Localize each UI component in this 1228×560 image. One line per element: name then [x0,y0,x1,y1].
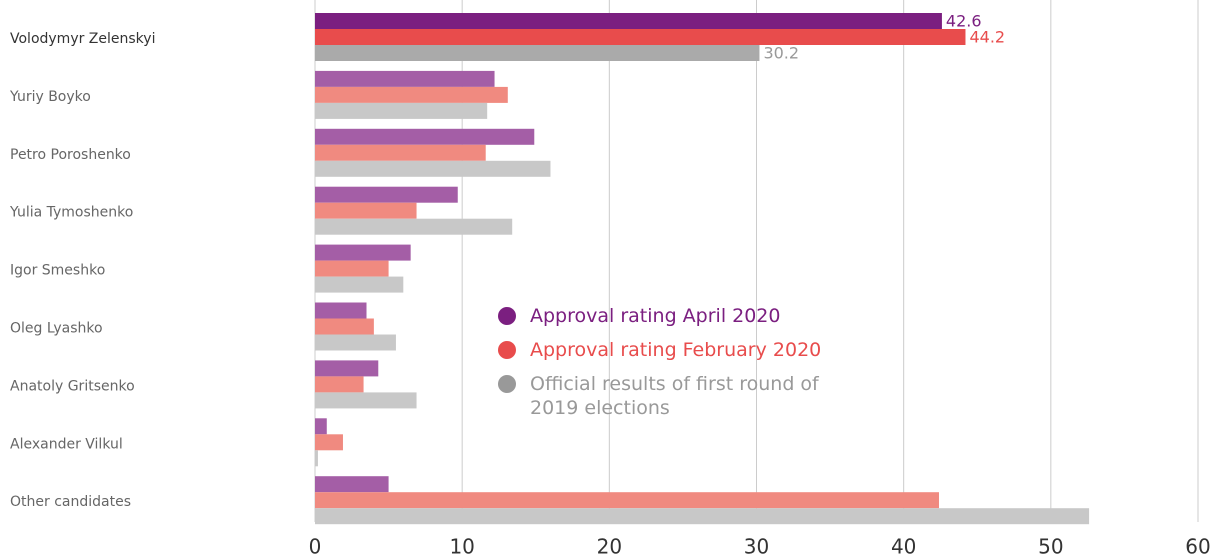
x-tick-label: 40 [891,535,916,559]
bar [315,13,942,29]
x-tick-label: 60 [1185,535,1210,559]
bar [315,45,760,61]
x-tick-label: 20 [597,535,622,559]
bar [315,450,318,467]
category-label: Oleg Lyashko [10,321,103,337]
bar [315,276,404,293]
bar [315,260,389,277]
bar [315,29,966,45]
bar [315,218,513,235]
legend-item: Approval rating February 2020 [498,338,858,362]
legend-swatch [498,375,516,393]
bar [315,302,367,319]
legend-label: Approval rating February 2020 [530,339,822,361]
legend-swatch [498,307,516,325]
bar [315,186,458,203]
bar [315,476,389,493]
data-label: 42.6 [946,12,982,31]
bar [315,70,495,87]
category-label: Igor Smeshko [10,263,105,279]
category-label: Alexander Vilkul [10,436,123,452]
category-label: Yulia Tymoshenko [9,205,133,221]
bar [315,128,535,145]
legend-item: Official results of first round of 2019 … [498,372,858,420]
bar [315,334,396,351]
bar [315,508,1090,525]
legend: Approval rating April 2020 Approval ratin… [498,304,858,430]
legend-label: Approval rating April 2020 [530,305,781,327]
bar [315,434,343,451]
bar [315,244,411,261]
bar [315,160,551,177]
data-label: 30.2 [763,44,799,63]
bar [315,202,417,219]
bar [315,86,508,103]
category-label: Volodymyr Zelenskyi [10,31,155,47]
category-label: Other candidates [10,494,131,510]
legend-item: Approval rating April 2020 [498,304,858,328]
x-tick-label: 30 [744,535,769,559]
data-label: 44.2 [969,28,1005,47]
category-label: Petro Poroshenko [10,147,131,163]
category-label: Anatoly Gritsenko [10,378,135,394]
x-tick-label: 0 [309,535,322,559]
bar [315,492,939,509]
bar [315,360,379,377]
bar [315,318,374,335]
bar [315,418,327,435]
legend-swatch [498,341,516,359]
category-label: Yuriy Boyko [9,89,91,105]
bar [315,392,417,409]
bar [315,376,364,393]
legend-label: Official results of first round of 2019 … [530,373,819,419]
bar [315,144,486,161]
bar [315,102,488,119]
x-tick-label: 10 [449,535,474,559]
x-tick-label: 50 [1038,535,1063,559]
